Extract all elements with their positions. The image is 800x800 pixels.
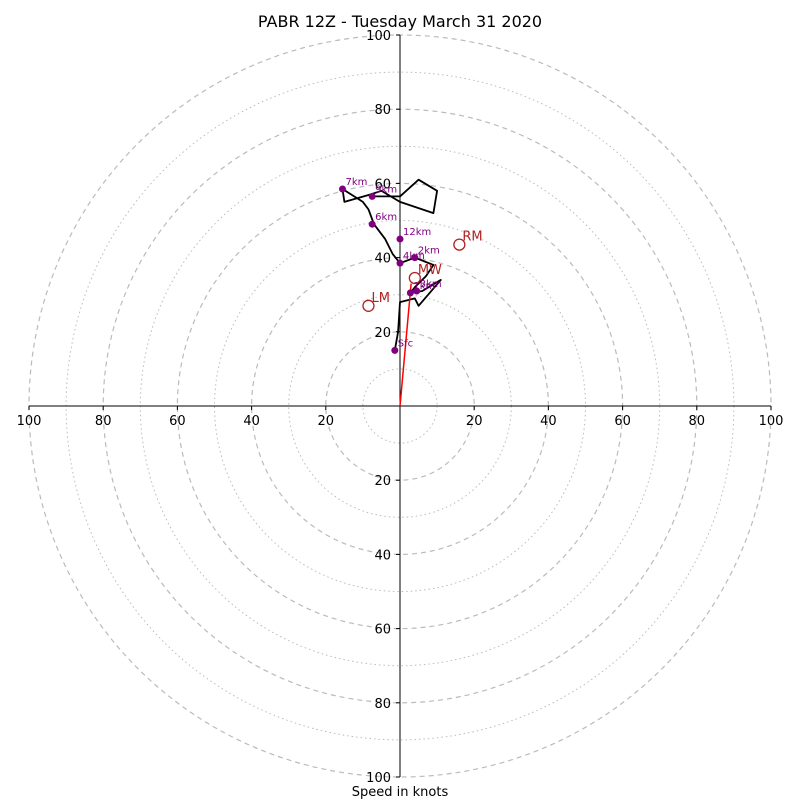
x-tick-label: 20 bbox=[466, 414, 483, 429]
height-marker-dot bbox=[391, 346, 399, 354]
y-tick-label: 80 bbox=[374, 697, 391, 712]
height-marker-label: 3km bbox=[420, 279, 442, 290]
x-tick-label: 80 bbox=[689, 414, 706, 429]
height-marker-dot bbox=[368, 192, 376, 200]
height-marker-dot bbox=[396, 235, 404, 243]
storm-motion-markers: RM LM MW bbox=[362, 230, 483, 312]
x-tick-label: 40 bbox=[243, 414, 260, 429]
height-marker-label: 12km bbox=[403, 227, 431, 238]
height-marker-dot bbox=[413, 287, 421, 295]
storm-motion-marker bbox=[453, 238, 466, 251]
chart-title: PABR 12Z - Tuesday March 31 2020 bbox=[258, 12, 542, 31]
hodograph-trace bbox=[341, 178, 442, 351]
x-axis-label: Speed in knots bbox=[352, 785, 449, 800]
y-tick-label: 60 bbox=[374, 623, 391, 638]
height-marker-dot bbox=[368, 220, 376, 228]
storm-motion-marker bbox=[408, 271, 421, 285]
height-marker-label: 9km bbox=[375, 184, 397, 195]
height-marker-label: 4km bbox=[403, 251, 425, 262]
height-marker-dot bbox=[411, 254, 419, 262]
x-tick-label: 100 bbox=[17, 414, 42, 429]
y-tick-label: 40 bbox=[374, 548, 391, 563]
storm-motion-label: RM bbox=[462, 230, 482, 245]
y-tick-label: 80 bbox=[374, 103, 391, 118]
height-marker-label: 1km bbox=[413, 281, 435, 292]
mean-wind-line bbox=[399, 283, 412, 407]
height-marker-dot bbox=[406, 289, 414, 297]
storm-motion-label: MW bbox=[418, 263, 442, 278]
y-tick-label: 100 bbox=[366, 29, 391, 44]
mean-wind-vector bbox=[399, 283, 412, 407]
x-tick-label: 80 bbox=[95, 414, 112, 429]
hodograph-line bbox=[341, 178, 442, 351]
y-tick-label: 40 bbox=[374, 252, 391, 267]
height-marker-label: Sfc bbox=[398, 338, 413, 349]
height-marker-dot bbox=[396, 259, 404, 267]
height-marker-dot bbox=[338, 185, 346, 193]
tick-labels: 100 80 60 40 20 20 40 60 80 100 20 40 60 80 100 20 40 60 8… bbox=[17, 29, 784, 786]
y-tick-label: 20 bbox=[374, 326, 391, 341]
y-tick-label: 60 bbox=[374, 177, 391, 192]
x-tick-label: 40 bbox=[540, 414, 557, 429]
storm-motion-marker bbox=[362, 299, 375, 312]
height-marker-label: 7km bbox=[345, 177, 367, 188]
y-tick-label: 100 bbox=[366, 771, 391, 786]
x-tick-label: 20 bbox=[318, 414, 335, 429]
height-marker-label: 2km bbox=[418, 246, 440, 257]
storm-motion-label: LM bbox=[371, 291, 389, 306]
x-tick-label: 60 bbox=[614, 414, 631, 429]
x-tick-label: 60 bbox=[169, 414, 186, 429]
y-tick-label: 20 bbox=[374, 474, 391, 489]
x-tick-label: 100 bbox=[759, 414, 784, 429]
height-marker-label: 6km bbox=[375, 212, 397, 223]
